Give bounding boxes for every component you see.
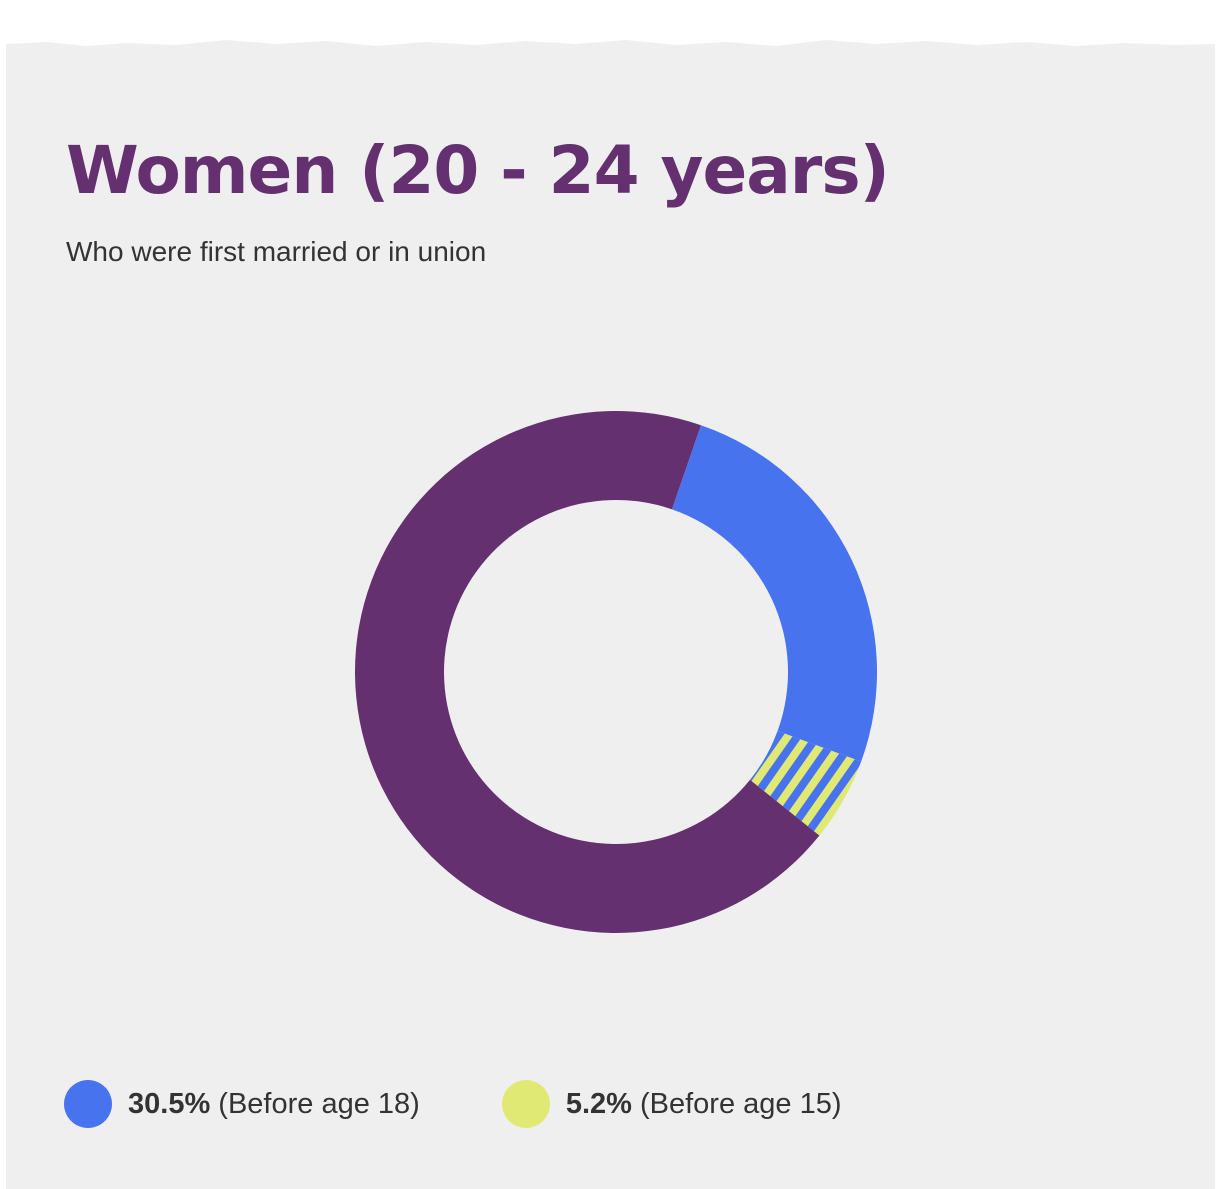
- torn-paper-background: [6, 40, 1215, 1189]
- legend-value: 30.5%: [128, 1087, 211, 1120]
- chart-card: Women (20 - 24 years) Who were first mar…: [6, 0, 1215, 1189]
- legend-item-before-15: 5.2% (Before age 15): [501, 1080, 842, 1128]
- legend-description: (Before age 18): [218, 1087, 420, 1120]
- slice-before-15: [750, 731, 862, 836]
- legend-swatch-yellow: [501, 1080, 550, 1128]
- background-shape: [6, 40, 1215, 1189]
- legend-description: (Before age 15): [639, 1087, 842, 1120]
- donut-chart: [355, 411, 877, 933]
- legend-value: 5.2%: [565, 1087, 632, 1120]
- legend: 30.5% (Before age 18) 5.2% (Before age 1…: [64, 1080, 924, 1128]
- chart-title: Women (20 - 24 years): [66, 132, 890, 209]
- legend-label: 30.5% (Before age 18): [128, 1088, 420, 1121]
- legend-swatch-blue: [64, 1080, 112, 1128]
- slice-remainder: [355, 411, 820, 933]
- slice-before-18: [671, 425, 877, 762]
- chart-subtitle: Who were first married or in union: [66, 236, 487, 267]
- legend-label: 5.2% (Before age 15): [566, 1088, 842, 1121]
- donut-slices: [355, 411, 877, 933]
- legend-item-before-18: 30.5% (Before age 18): [64, 1080, 420, 1128]
